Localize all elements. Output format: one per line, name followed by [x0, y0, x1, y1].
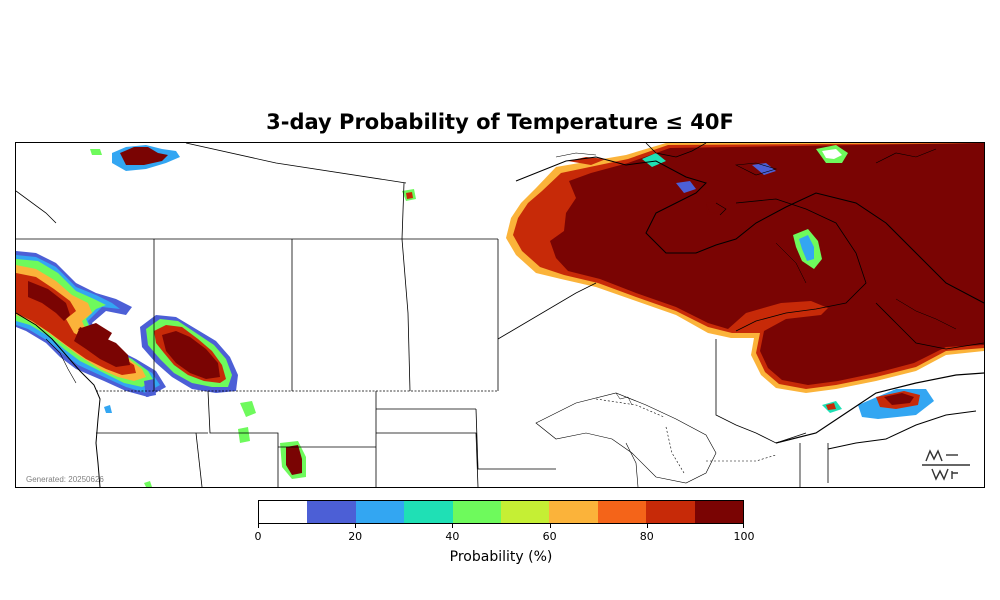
colorbar-tick-label: 80 — [639, 530, 654, 543]
colorbar-tick — [646, 524, 648, 528]
map-title: 3-day Probability of Temperature ≤ 40F — [266, 110, 734, 134]
colorbar — [258, 500, 744, 524]
probability-field-west — [16, 145, 416, 487]
probability-field-east — [506, 143, 984, 419]
colorbar-ticks: 0 20 40 60 80 100 — [255, 524, 755, 544]
colorbar-tick — [743, 524, 744, 528]
colorbar-bin-60-70 — [549, 501, 598, 523]
map-panel[interactable]: Generated: 20250626 — [15, 142, 985, 488]
colorbar-label: Probability (%) — [449, 549, 553, 565]
colorbar-tick — [258, 524, 259, 528]
colorbar-tick-label: 100 — [733, 530, 755, 543]
map-canvas — [16, 143, 984, 487]
generated-stamp: Generated: 20250626 — [26, 475, 104, 484]
colorbar-tick-label: 20 — [348, 530, 363, 543]
colorbar-bin-80-90 — [646, 501, 695, 523]
colorbar-tick — [355, 524, 357, 528]
colorbar-tick-label: 40 — [445, 530, 460, 543]
boundaries — [16, 143, 984, 487]
colorbar-bin-30-40 — [404, 501, 453, 523]
colorbar-bin-40-50 — [452, 501, 502, 523]
colorbar-tick-label: 0 — [254, 530, 262, 543]
colorbar-bin-0-10 — [259, 501, 308, 523]
colorbar-bin-70-80 — [597, 501, 647, 523]
colorbar-bin-90-100 — [694, 501, 744, 523]
colorbar-bin-50-60 — [501, 501, 550, 523]
colorbar-bin-10-20 — [307, 501, 356, 523]
colorbar-bin-20-30 — [355, 501, 405, 523]
colorbar-tick — [549, 524, 551, 528]
agency-logo-icon — [922, 449, 970, 481]
colorbar-tick-label: 60 — [542, 530, 557, 543]
map-detail-lines — [615, 242, 957, 406]
colorbar-tick — [452, 524, 454, 528]
